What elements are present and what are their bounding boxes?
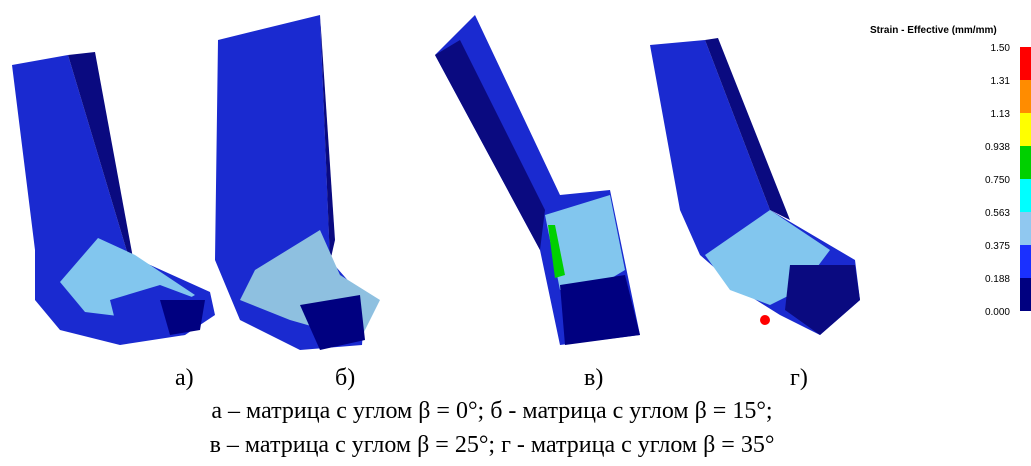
legend-swatch xyxy=(1020,212,1031,245)
legend-title: Strain - Effective (mm/mm) xyxy=(870,25,997,36)
legend-tick-label: 0.938 xyxy=(985,142,1010,153)
legend-swatch xyxy=(1020,278,1031,311)
panel-label: в) xyxy=(584,365,603,391)
legend-tick-label: 0.750 xyxy=(985,175,1010,186)
panel-label: б) xyxy=(335,365,355,391)
legend-swatch xyxy=(1020,245,1031,278)
legend-swatch xyxy=(1020,80,1031,113)
model-b xyxy=(215,15,380,350)
legend-swatch xyxy=(1020,47,1031,80)
legend-tick-label: 1.31 xyxy=(991,76,1011,87)
legend-swatch xyxy=(1020,146,1031,179)
caption-line: в – матрица с углом β = 25°; г - матрица… xyxy=(210,432,775,458)
legend-swatch xyxy=(1020,179,1031,212)
panel-label: а) xyxy=(175,365,194,391)
legend-swatch xyxy=(1020,113,1031,146)
model-d xyxy=(650,38,860,335)
legend-tick-label: 0.563 xyxy=(985,208,1010,219)
model-a xyxy=(12,52,215,345)
legend-tick-label: 0.000 xyxy=(985,307,1010,318)
legend-tick-label: 1.50 xyxy=(991,43,1011,54)
legend-tick-label: 0.375 xyxy=(985,241,1010,252)
model-c xyxy=(435,15,640,345)
legend: 1.50 1.31 1.13 0.938 0.750 0.563 0.375 0.188 0.0… xyxy=(985,43,1031,318)
caption-line: а – матрица с углом β = 0°; б - матрица … xyxy=(211,398,772,424)
legend-tick-label: 1.13 xyxy=(991,109,1011,120)
panel-label: г) xyxy=(790,365,808,391)
legend-tick-label: 0.188 xyxy=(985,274,1010,285)
figure: Strain - Effective (mm/mm) 1.50 1.31 1.13 0… xyxy=(0,0,1031,466)
